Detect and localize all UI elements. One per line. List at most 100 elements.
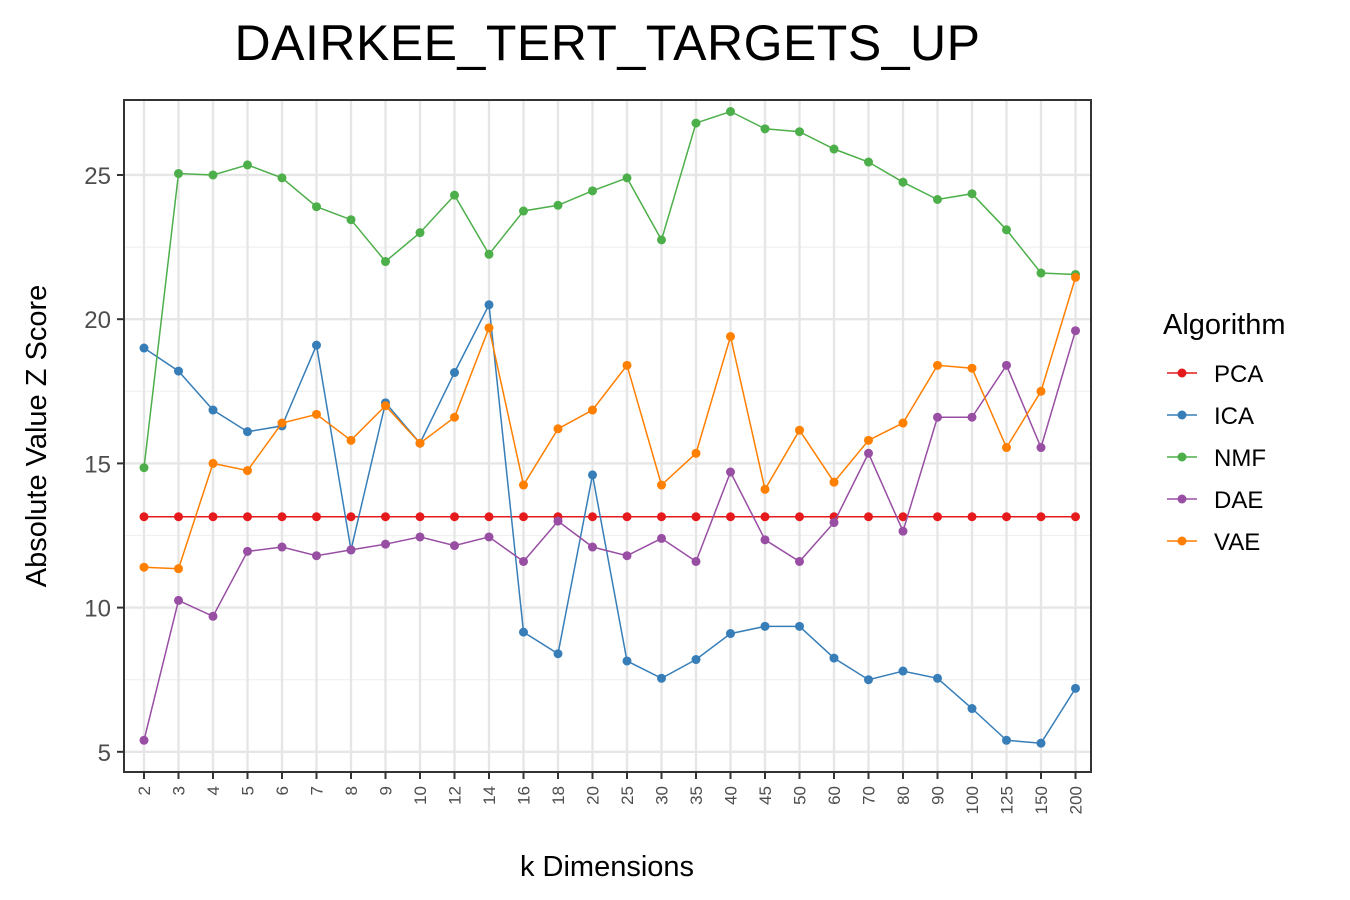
data-point-nmf (795, 127, 804, 137)
x-tick-label: 100 (963, 786, 982, 814)
data-point-nmf (1002, 225, 1011, 235)
data-point-nmf (760, 124, 770, 134)
data-point-ica (588, 470, 597, 480)
data-point-ica (829, 653, 839, 663)
x-tick-label: 70 (860, 786, 879, 805)
data-point-dae (622, 551, 632, 561)
data-point-vae (484, 323, 494, 333)
data-point-ica (1071, 683, 1080, 693)
data-point-dae (657, 533, 666, 543)
data-point-ica (967, 704, 977, 714)
data-point-nmf (381, 257, 390, 267)
data-point-ica (519, 627, 528, 637)
data-point-dae (1071, 326, 1080, 336)
data-point-nmf (484, 249, 494, 259)
x-tick-label: 125 (998, 786, 1017, 814)
x-tick-label: 8 (342, 786, 361, 795)
data-point-pca (312, 512, 321, 522)
data-point-dae (760, 535, 770, 545)
x-tick-label: 25 (618, 786, 637, 805)
x-tick-label: 60 (825, 786, 844, 805)
chart-title: DAIRKEE_TERT_TARGETS_UP (234, 15, 981, 71)
data-point-pca (139, 512, 149, 522)
legend-item-dae: DAE (1167, 487, 1263, 514)
data-point-dae (519, 556, 528, 566)
series-line-dae (143, 330, 1077, 741)
data-point-pca (208, 512, 218, 522)
legend-key-point (1177, 494, 1187, 504)
data-point-vae (415, 438, 425, 448)
legend-item-pca: PCA (1167, 361, 1263, 388)
data-point-dae (450, 541, 459, 551)
data-point-vae (553, 424, 563, 434)
legend-label: ICA (1214, 403, 1254, 430)
x-tick-label: 3 (170, 786, 189, 795)
data-point-ica (1036, 738, 1046, 748)
data-point-dae (1036, 443, 1046, 453)
legend-key-point (1177, 368, 1187, 378)
data-point-nmf (346, 215, 356, 225)
x-tick-label: 50 (791, 786, 810, 805)
x-tick-label: 14 (480, 786, 499, 805)
legend-item-nmf: NMF (1167, 445, 1266, 472)
legend-key-point (1177, 452, 1187, 462)
panel-border (123, 99, 1092, 773)
data-point-pca (346, 512, 356, 522)
data-point-vae (381, 401, 390, 411)
x-tick-label: 12 (446, 786, 465, 805)
data-point-vae (691, 448, 701, 458)
x-tick-label: 80 (894, 786, 913, 805)
data-point-dae (139, 735, 149, 745)
data-point-vae (829, 477, 839, 487)
data-point-pca (174, 512, 183, 522)
data-point-nmf (726, 107, 735, 117)
data-point-pca (1036, 512, 1046, 522)
y-axis-title: Absolute Value Z Score (21, 285, 53, 588)
data-point-vae (139, 562, 149, 572)
data-point-dae (967, 412, 977, 422)
data-point-ica (139, 343, 149, 353)
data-point-nmf (208, 170, 218, 180)
data-point-ica (243, 427, 252, 437)
data-point-dae (312, 551, 321, 561)
legend-label: PCA (1214, 361, 1263, 388)
data-point-ica (795, 621, 804, 631)
data-point-vae (933, 360, 942, 370)
data-point-ica (726, 629, 735, 639)
data-point-pca (864, 512, 873, 522)
data-point-ica (450, 368, 459, 378)
legend-key-point (1177, 536, 1187, 546)
data-point-vae (726, 331, 735, 341)
x-tick-label: 200 (1067, 786, 1086, 814)
data-point-ica (553, 649, 563, 659)
data-point-pca (484, 512, 494, 522)
data-point-vae (1071, 272, 1080, 282)
data-point-nmf (588, 186, 597, 196)
data-point-nmf (829, 144, 839, 154)
data-point-nmf (415, 228, 425, 238)
data-point-pca (277, 512, 287, 522)
data-point-dae (691, 556, 701, 566)
data-point-nmf (312, 202, 321, 212)
data-point-vae (519, 480, 528, 490)
data-point-dae (795, 556, 804, 566)
data-point-dae (484, 532, 494, 542)
legend: Algorithm PCA ICA NMF DAE VAE (1163, 309, 1286, 556)
data-point-nmf (691, 118, 701, 128)
grid (124, 100, 1091, 772)
x-tick-label: 90 (929, 786, 948, 805)
data-point-pca (691, 512, 701, 522)
series-layer (139, 107, 1080, 748)
x-tick-label: 40 (722, 786, 741, 805)
data-point-ica (622, 656, 632, 666)
data-point-nmf (864, 157, 873, 167)
x-tick-label: 10 (411, 786, 430, 805)
x-tick-label: 2 (135, 786, 154, 795)
data-point-ica (691, 655, 701, 665)
y-tick-label: 10 (84, 596, 111, 623)
data-point-ica (760, 621, 770, 631)
data-point-pca (657, 512, 666, 522)
data-point-vae (243, 466, 252, 476)
legend-title: Algorithm (1163, 309, 1286, 341)
data-point-pca (1071, 512, 1080, 522)
